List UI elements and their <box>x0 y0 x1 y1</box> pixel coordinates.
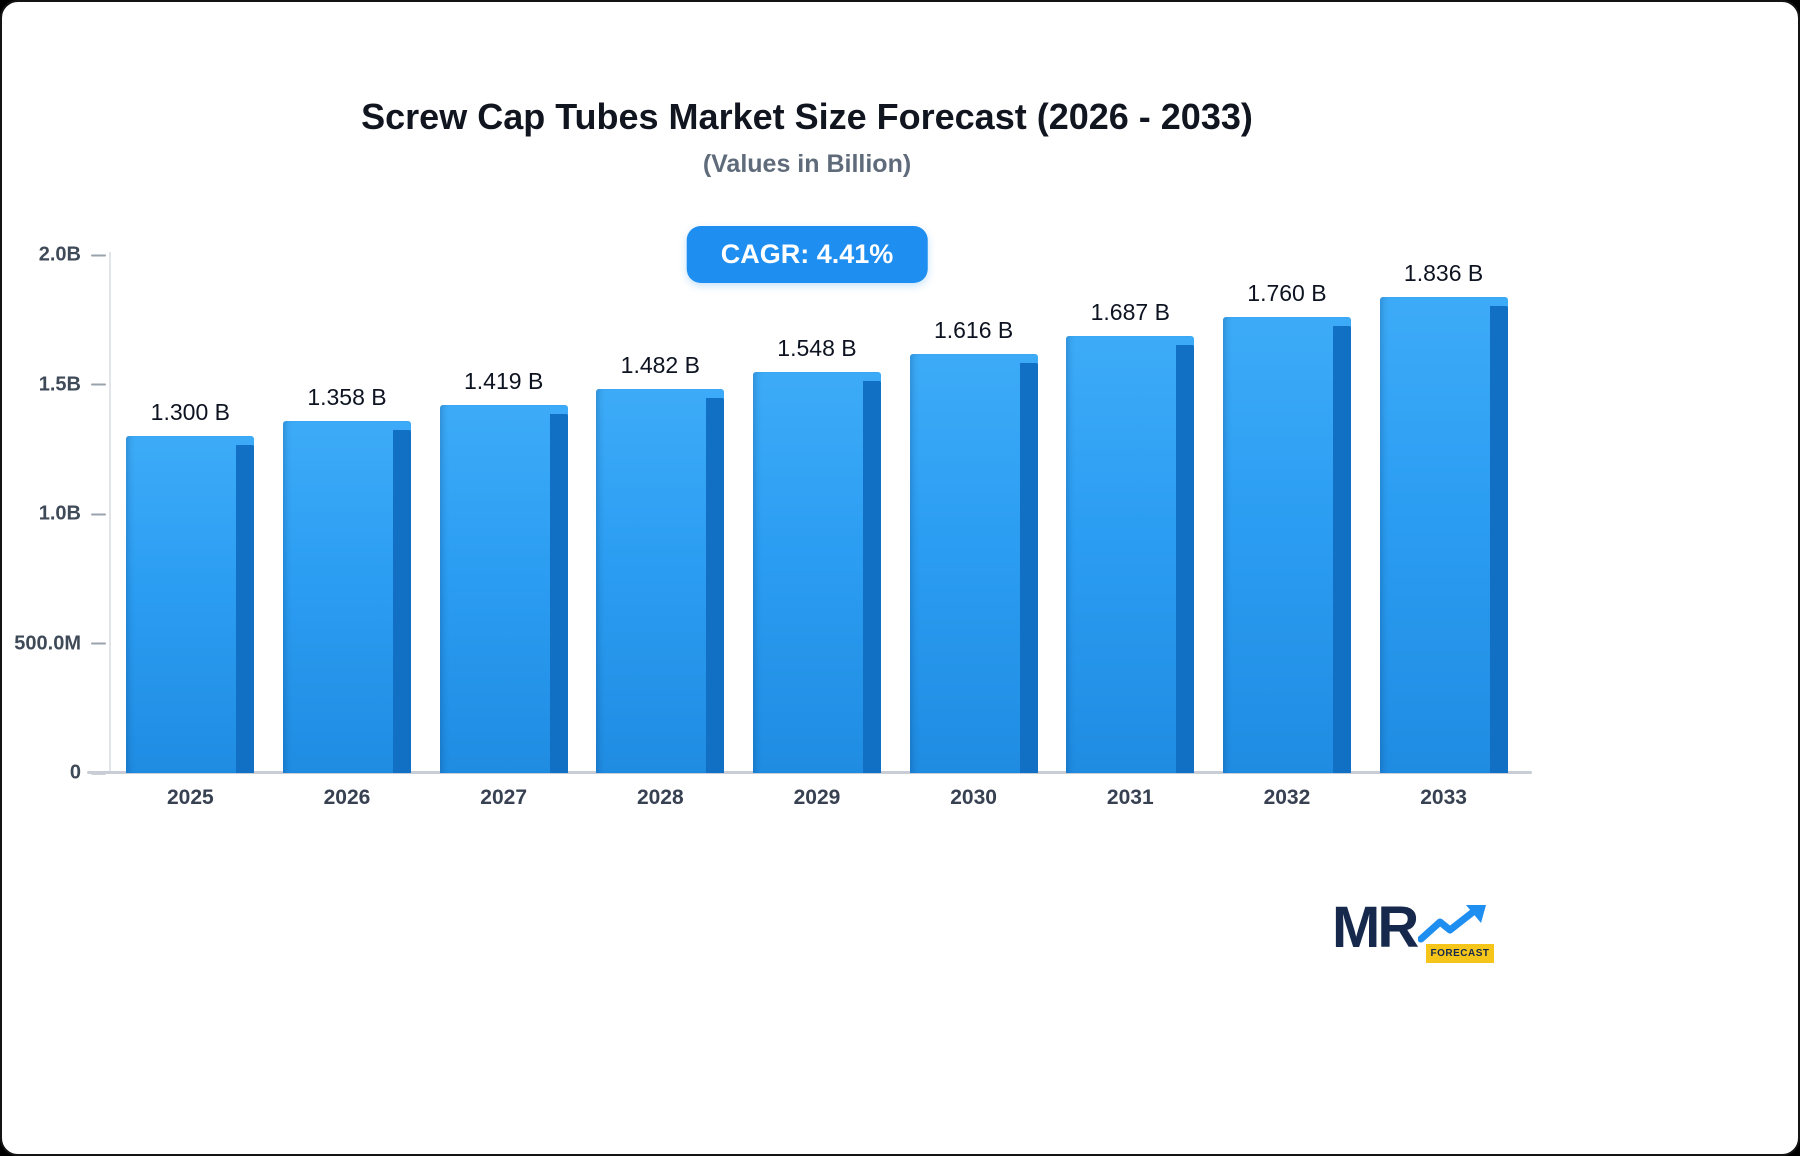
y-tick-label: 1.0B <box>38 502 81 525</box>
y-axis: 2.0B 1.5B 1.0B 500.0M 0 <box>2 244 106 784</box>
bar-side-face <box>236 445 255 773</box>
y-tick-label: 500.0M <box>14 632 81 654</box>
y-tick: 1.5B <box>39 373 106 396</box>
bar-side-face <box>392 430 411 773</box>
chart-title: Screw Cap Tubes Market Size Forecast (20… <box>361 96 1253 137</box>
bar-side-face <box>706 398 725 773</box>
bar-value-label: 1.836 B <box>1403 260 1484 287</box>
bar-group: 1.300 B <box>112 255 269 773</box>
logo-mr-text: MR <box>1332 895 1419 960</box>
bar: 1.482 B <box>596 352 725 773</box>
cagr-badge: CAGR: 4.41% <box>686 226 928 283</box>
y-tick: 500.0M <box>14 632 106 655</box>
bar-group: 1.836 B <box>1365 255 1522 773</box>
y-tick-dash <box>91 383 106 386</box>
y-tick-dash <box>91 254 106 256</box>
bar-side-face <box>862 381 881 773</box>
bar-value-label: 1.300 B <box>150 399 230 426</box>
chart-subtitle: (Values in Billion) <box>702 150 912 178</box>
bar-value-label: 1.616 B <box>933 317 1014 344</box>
mr-forecast-logo: MR FORECAST <box>1332 895 1494 972</box>
y-tick: 2.0B <box>39 244 106 267</box>
bar-group: 1.358 B <box>269 255 426 773</box>
bar-group: 1.482 B <box>582 255 739 773</box>
y-tick-label: 1.5B <box>38 373 81 395</box>
bar-value-label: 1.358 B <box>307 384 387 411</box>
bar: 1.548 B <box>752 335 881 773</box>
bar-value-label: 1.760 B <box>1247 280 1327 307</box>
bar: 1.760 B <box>1222 280 1351 773</box>
bar-side-face <box>549 414 568 773</box>
bar-value-label: 1.687 B <box>1090 299 1170 326</box>
x-axis-label: 2025 <box>166 786 214 809</box>
y-tick: 1.0B <box>39 503 106 526</box>
x-axis-label: 2031 <box>1106 786 1154 809</box>
bar-group: 1.687 B <box>1052 255 1209 773</box>
logo-trend-arrow-icon <box>1418 905 1486 943</box>
bar-side-face <box>1332 326 1351 773</box>
bar: 1.616 B <box>909 317 1038 773</box>
bar: 1.300 B <box>126 399 255 773</box>
bar-value-label: 1.419 B <box>463 368 544 395</box>
bar: 1.358 B <box>282 384 411 773</box>
x-axis-label: 2026 <box>323 786 371 809</box>
plot-area: 1.300 B 1.358 B 1.419 B 1.482 B 1.548 B 1.616… <box>112 255 1522 773</box>
x-axis-label: 2027 <box>480 786 527 809</box>
x-axis-label: 2032 <box>1263 786 1311 809</box>
x-axis-label: 2028 <box>636 786 684 809</box>
bar-value-label: 1.548 B <box>777 335 857 362</box>
bar-side-face <box>1176 345 1195 773</box>
bar-side-face <box>1489 306 1508 773</box>
x-axis-labels: 2025 2026 2027 2028 2029 2030 2031 2032 2033 <box>112 786 1522 810</box>
bar-side-face <box>1019 363 1038 773</box>
y-tick-dash <box>91 642 106 645</box>
bar: 1.687 B <box>1066 299 1195 773</box>
x-axis-label: 2033 <box>1420 786 1467 809</box>
logo-forecast-text: FORECAST <box>1426 944 1494 963</box>
y-axis-line <box>109 252 111 773</box>
bar: 1.419 B <box>439 368 568 773</box>
x-axis-label: 2030 <box>950 786 997 809</box>
bar-group: 1.760 B <box>1209 255 1366 773</box>
y-tick-label: 0 <box>69 761 81 784</box>
bar-group: 1.616 B <box>895 255 1052 773</box>
bar-group: 1.548 B <box>739 255 896 773</box>
y-tick-label: 2.0B <box>38 243 81 266</box>
x-axis-label: 2029 <box>793 786 841 809</box>
bar: 1.836 B <box>1379 260 1508 773</box>
bar-group: 1.419 B <box>425 255 582 773</box>
bar-value-label: 1.482 B <box>620 352 700 379</box>
y-tick-dash <box>91 513 106 515</box>
